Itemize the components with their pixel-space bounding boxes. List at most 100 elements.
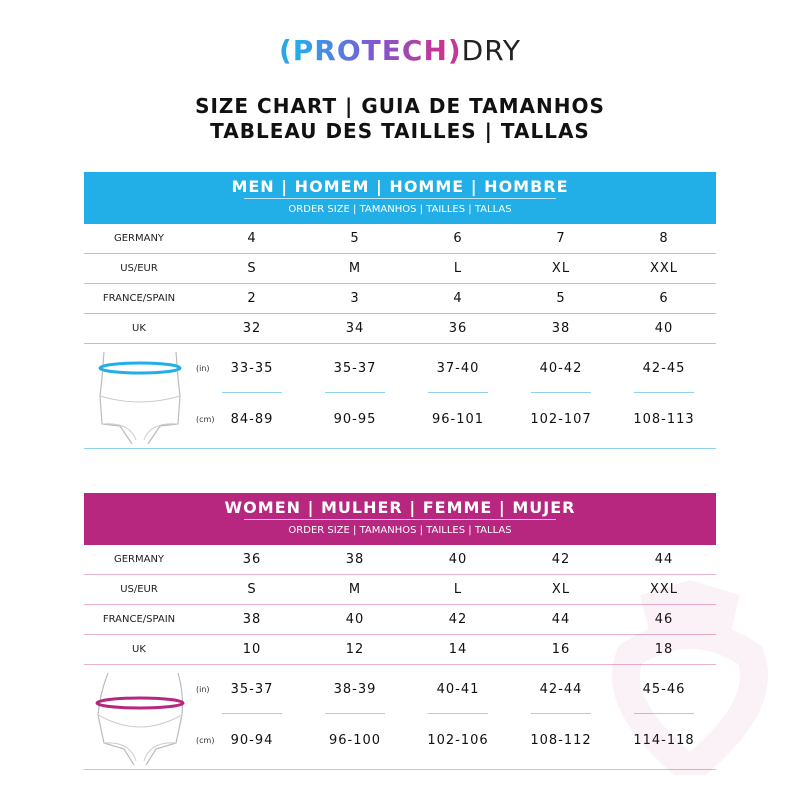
women-in-unit: (in)	[196, 685, 210, 694]
table-cell: S	[247, 582, 257, 597]
row-label: FRANCE/SPAIN	[102, 614, 176, 625]
logo-suffix-text: DRY	[461, 34, 521, 67]
women-brief-figure-icon	[95, 672, 185, 765]
divider	[325, 713, 385, 714]
table-cell: 32	[242, 321, 262, 336]
table-row: GERMANY 4 5 6 7 8	[84, 224, 716, 254]
men-in-unit: (in)	[196, 364, 210, 373]
divider	[428, 392, 488, 393]
table-cell: XXL	[649, 261, 679, 276]
divider	[634, 713, 694, 714]
women-cm-value: 102-106	[427, 733, 489, 748]
divider	[428, 713, 488, 714]
table-cell: 36	[242, 552, 262, 567]
divider	[531, 713, 591, 714]
table-cell: 5	[556, 291, 566, 306]
table-cell: 38	[345, 552, 365, 567]
table-cell: 40	[345, 612, 365, 627]
women-cm-value: 90-94	[230, 733, 274, 748]
table-row: UK 32 34 36 38 40	[84, 314, 716, 344]
divider	[325, 392, 385, 393]
table-cell: 34	[345, 321, 365, 336]
women-in-value: 40-41	[436, 682, 480, 697]
men-cm-value: 108-113	[633, 412, 695, 427]
page-title-line-1: SIZE CHART | GUIA DE TAMANHOS	[195, 94, 605, 118]
women-banner: WOMEN | MULHER | FEMME | MUJER ORDER SIZ…	[84, 493, 716, 545]
table-cell: 18	[654, 642, 674, 657]
women-size-table: WOMEN | MULHER | FEMME | MUJER ORDER SIZ…	[84, 493, 716, 770]
page-title-line-2: TABLEAU DES TAILLES | TALLAS	[210, 119, 590, 143]
table-cell: 38	[551, 321, 571, 336]
divider	[222, 392, 282, 393]
brand-logo: (PROTECH)DRY	[0, 34, 800, 67]
women-measurements: (in) 35-37 38-39 40-41 42-44 45-46 (cm) …	[84, 665, 716, 770]
table-cell: 38	[242, 612, 262, 627]
table-cell: 4	[247, 231, 257, 246]
table-cell: S	[247, 261, 257, 276]
women-banner-divider	[244, 519, 556, 520]
table-cell: 8	[659, 231, 669, 246]
table-row: GERMANY 36 38 40 42 44	[84, 545, 716, 575]
table-cell: 10	[242, 642, 262, 657]
men-size-table: MEN | HOMEM | HOMME | HOMBRE ORDER SIZE …	[84, 172, 716, 449]
table-row: FRANCE/SPAIN 38 40 42 44 46	[84, 605, 716, 635]
men-cm-value: 102-107	[530, 412, 592, 427]
table-cell: XL	[551, 261, 571, 276]
women-in-value: 38-39	[333, 682, 377, 697]
table-cell: 44	[654, 552, 674, 567]
table-cell: 5	[350, 231, 360, 246]
table-row: UK 10 12 14 16 18	[84, 635, 716, 665]
table-row: FRANCE/SPAIN 2 3 4 5 6	[84, 284, 716, 314]
table-cell: L	[453, 261, 463, 276]
men-in-value: 40-42	[539, 361, 583, 376]
men-banner-divider	[244, 198, 556, 199]
men-in-value: 37-40	[436, 361, 480, 376]
table-cell: 4	[453, 291, 463, 306]
men-in-value: 42-45	[642, 361, 686, 376]
table-cell: 6	[453, 231, 463, 246]
men-brief-figure-icon	[98, 351, 182, 444]
women-in-value: 45-46	[642, 682, 686, 697]
women-in-value: 35-37	[230, 682, 274, 697]
men-cm-value: 96-101	[431, 412, 485, 427]
women-cm-value: 108-112	[530, 733, 592, 748]
table-cell: 2	[247, 291, 257, 306]
row-label: UK	[132, 323, 146, 334]
men-cm-unit: (cm)	[196, 415, 215, 424]
men-heading: MEN | HOMEM | HOMME | HOMBRE	[231, 177, 569, 196]
row-label: GERMANY	[113, 233, 165, 244]
table-cell: 44	[551, 612, 571, 627]
table-cell: 12	[345, 642, 365, 657]
table-cell: 46	[624, 612, 704, 627]
table-cell: L	[453, 582, 463, 597]
table-cell: M	[348, 582, 362, 597]
table-row: US/EUR S M L XL XXL	[84, 254, 716, 284]
table-cell: 14	[448, 642, 468, 657]
men-measurements: (in) 33-35 35-37 37-40 40-42 42-45 (cm) …	[84, 344, 716, 449]
men-subheading: ORDER SIZE | TAMANHOS | TAILLES | TALLAS	[288, 204, 512, 215]
table-cell: 42	[448, 612, 468, 627]
men-cm-value: 84-89	[230, 412, 274, 427]
table-cell: 42	[551, 552, 571, 567]
table-cell: 6	[659, 291, 669, 306]
women-subheading: ORDER SIZE | TAMANHOS | TAILLES | TALLAS	[288, 525, 512, 536]
table-cell: 7	[556, 231, 566, 246]
divider	[634, 392, 694, 393]
row-label: GERMANY	[113, 554, 165, 565]
table-cell: 16	[551, 642, 571, 657]
row-label: UK	[132, 644, 146, 655]
logo-open-paren: (	[278, 34, 293, 67]
table-cell: 40	[654, 321, 674, 336]
men-in-value: 33-35	[230, 361, 274, 376]
men-cm-value: 90-95	[333, 412, 377, 427]
women-heading: WOMEN | MULHER | FEMME | MUJER	[224, 498, 576, 517]
women-in-value: 42-44	[539, 682, 583, 697]
women-cm-value: 114-118	[633, 733, 695, 748]
men-banner: MEN | HOMEM | HOMME | HOMBRE ORDER SIZE …	[84, 172, 716, 224]
divider	[222, 713, 282, 714]
logo-close-paren: )	[447, 34, 462, 67]
men-in-value: 35-37	[333, 361, 377, 376]
table-cell: 3	[350, 291, 360, 306]
row-label: FRANCE/SPAIN	[102, 293, 176, 304]
watermark-logo-icon	[612, 580, 768, 775]
